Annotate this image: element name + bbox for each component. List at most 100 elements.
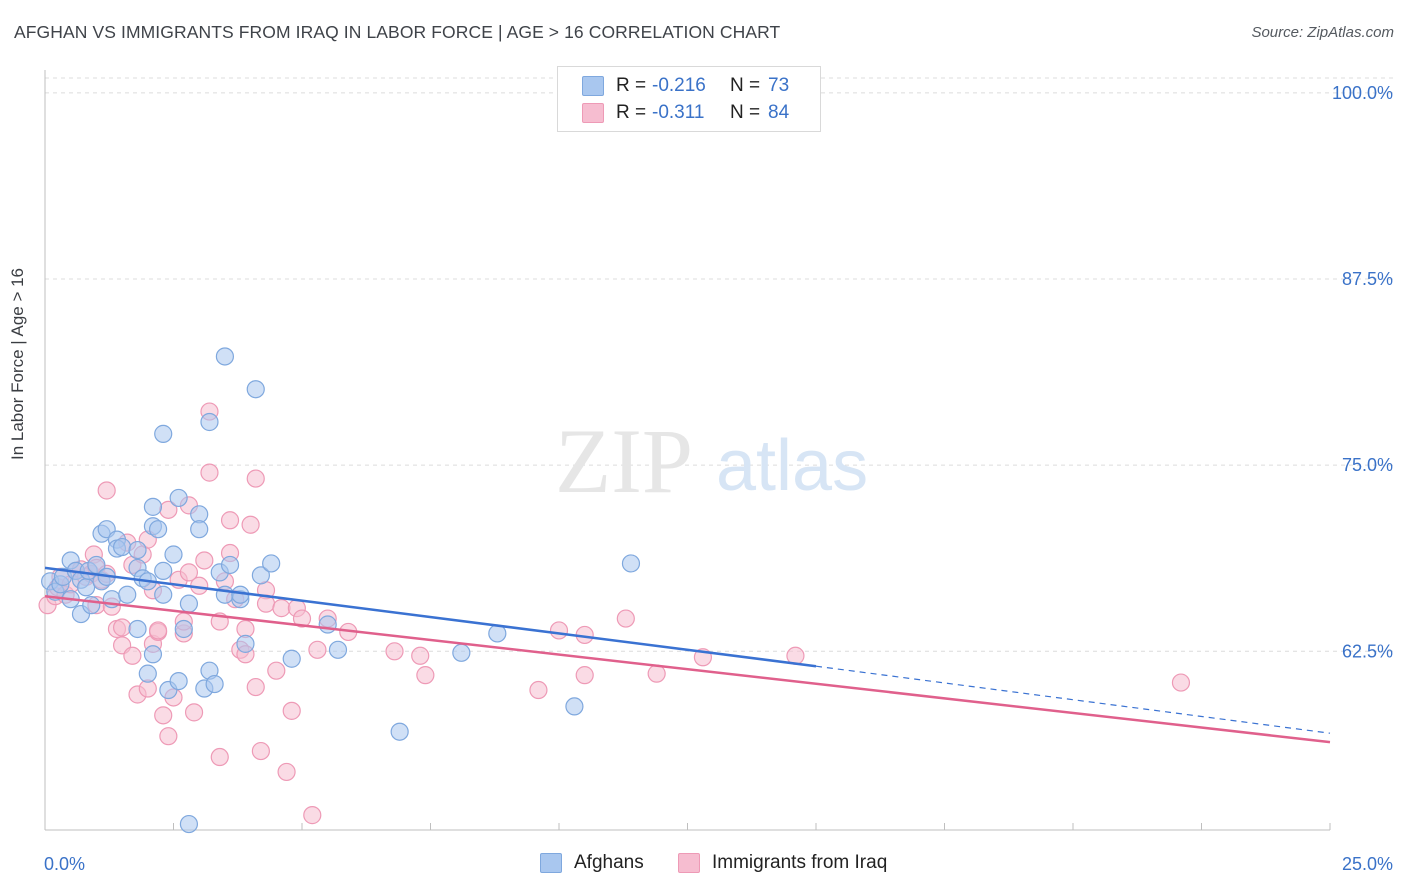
afghans-point-54 <box>236 634 255 653</box>
iraq-point-77 <box>616 609 635 628</box>
iraq-point-40 <box>184 703 204 722</box>
y-tick-label-2: 87.5% <box>1342 269 1393 289</box>
iraq-point-42 <box>195 551 214 570</box>
iraq-point-75 <box>575 666 594 685</box>
afghans-point-55 <box>246 380 265 399</box>
afghans-point-59 <box>318 615 337 634</box>
r-value: -0.311 <box>652 102 705 123</box>
afghans-point-49 <box>215 347 234 366</box>
legend-row-iraq: R = -0.311 N = 84 <box>582 101 789 125</box>
afghans-point-57 <box>262 554 281 573</box>
afghans-point-62 <box>452 643 471 662</box>
afghans-point-38 <box>169 671 188 691</box>
afghans-point-51 <box>220 555 240 575</box>
iraq-point-71 <box>411 646 430 665</box>
iraq-point-56 <box>246 677 265 697</box>
afghans-swatch <box>582 76 604 96</box>
watermark-zip: ZIP <box>555 410 693 512</box>
iraq-point-55 <box>246 469 265 488</box>
legend-label-afghans: Afghans <box>574 852 644 873</box>
afghans-swatch <box>540 853 562 873</box>
afghans-point-11 <box>82 596 101 615</box>
legend-label-iraq: Immigrants from Iraq <box>712 852 888 873</box>
x-tick-label-0: 0.0% <box>44 854 85 874</box>
y-axis-label: In Labor Force | Age > 16 <box>8 267 27 460</box>
afghans-point-64 <box>565 697 584 716</box>
afghans-point-9 <box>77 578 96 597</box>
afghans-point-21 <box>118 585 137 604</box>
afghans-point-30 <box>143 645 163 664</box>
series-legend: Afghans Immigrants from Iraq <box>0 850 1406 878</box>
source-label: Source: ZipAtlas.com <box>1251 24 1394 41</box>
r-label: R = <box>616 102 647 123</box>
afghans-point-34 <box>154 424 173 443</box>
iraq-point-45 <box>210 747 229 767</box>
afghans-point-46 <box>200 412 219 432</box>
iraq-point-61 <box>272 599 291 618</box>
iraq-trend-line <box>44 594 1331 744</box>
iraq-point-70 <box>385 642 404 661</box>
correlation-legend: R = -0.216 N = 73 R = -0.311 N = 84 <box>557 66 821 132</box>
r-label: R = <box>616 75 647 96</box>
afghans-point-56 <box>251 566 270 585</box>
iraq-point-60 <box>267 661 286 680</box>
afghans-point-40 <box>179 594 199 613</box>
iraq-point-66 <box>303 806 322 825</box>
legend-row-afghans: R = -0.216 N = 73 <box>582 74 789 98</box>
afghans-point-36 <box>164 545 183 564</box>
iraq-point-78 <box>647 664 666 683</box>
afghans-point-37 <box>169 488 188 508</box>
x-tick-label-25: 25.0% <box>1342 854 1393 874</box>
n-label: N = <box>730 75 761 96</box>
afghans-point-24 <box>128 619 147 639</box>
y-axis-tick-labels: 62.5% 75.0% 87.5% 100.0% <box>1332 83 1393 661</box>
iraq-point-62 <box>277 762 296 782</box>
r-value: -0.216 <box>652 75 706 96</box>
watermark: ZIP atlas <box>555 410 868 512</box>
iraq-swatch <box>582 103 604 123</box>
iraq-point-15 <box>97 481 116 500</box>
legend-item-iraq[interactable]: Immigrants from Iraq <box>678 852 887 874</box>
chart-title: AFGHAN VS IMMIGRANTS FROM IRAQ IN LABOR … <box>14 22 781 42</box>
afghans-trend-line <box>44 566 817 668</box>
trend-lines <box>44 566 1331 744</box>
afghans-point-41 <box>179 814 199 834</box>
iraq-point-65 <box>292 609 312 628</box>
afghans-point-43 <box>190 520 209 539</box>
y-tick-label-1: 75.0% <box>1342 455 1393 475</box>
afghans-point-20 <box>112 537 132 557</box>
afghans-point-27 <box>138 664 157 683</box>
watermark-atlas: atlas <box>716 426 868 506</box>
iraq-point-21 <box>123 646 142 665</box>
afghans-point-31 <box>148 520 168 539</box>
iraq-point-63 <box>282 701 301 720</box>
afghans-point-58 <box>282 649 301 668</box>
n-value: 73 <box>768 75 790 96</box>
iraq-point-54 <box>241 515 260 534</box>
afghans-point-33 <box>154 585 173 604</box>
afghans-point-50 <box>215 585 234 604</box>
iraq-point-44 <box>200 463 219 482</box>
iraq-point-49 <box>220 511 240 530</box>
y-tick-label-3: 100.0% <box>1332 83 1393 103</box>
iraq-point-57 <box>251 741 270 761</box>
iraq-point-72 <box>416 666 435 685</box>
n-value: 84 <box>768 102 790 123</box>
x-axis-ticks <box>44 823 1331 830</box>
iraq-point-18 <box>112 618 132 637</box>
iraq-point-74 <box>549 621 569 640</box>
afghans-point-60 <box>328 640 348 659</box>
iraq-swatch <box>678 853 700 873</box>
afghans-trend-extension <box>815 665 1331 734</box>
iraq-point-73 <box>529 680 548 700</box>
afghans-series-points <box>41 347 641 834</box>
legend-item-afghans[interactable]: Afghans <box>540 852 644 874</box>
y-tick-label-0: 62.5% <box>1342 641 1393 661</box>
afghans-point-39 <box>174 619 193 639</box>
iraq-point-67 <box>308 640 327 659</box>
afghans-point-28 <box>143 497 163 516</box>
afghans-point-32 <box>154 561 173 580</box>
iraq-point-31 <box>154 706 173 725</box>
iraq-point-30 <box>148 621 168 640</box>
